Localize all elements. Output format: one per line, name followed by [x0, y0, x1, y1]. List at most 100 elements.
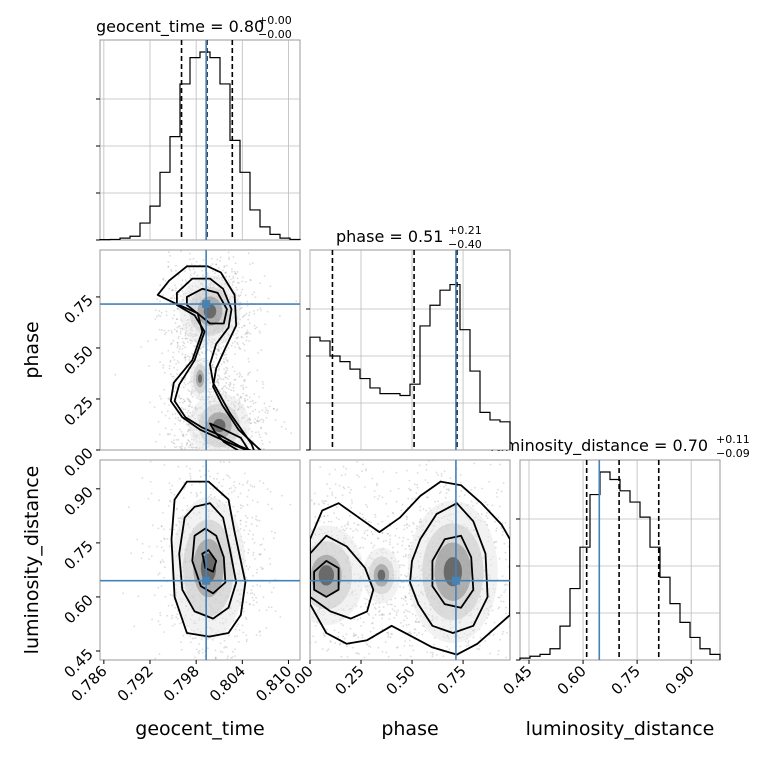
sample-point: [231, 457, 233, 459]
sample-point: [228, 452, 230, 454]
sample-point: [387, 532, 390, 535]
sample-point: [142, 551, 144, 554]
sample-point: [322, 501, 325, 504]
sample-point: [217, 369, 220, 372]
sample-point: [520, 698, 522, 700]
sample-point: [163, 631, 166, 633]
sample-point: [406, 603, 408, 605]
sample-point: [342, 486, 345, 489]
sample-point: [214, 656, 217, 659]
truth-marker: [202, 576, 211, 585]
sample-point: [429, 687, 431, 689]
sample-point: [215, 380, 218, 383]
sample-point: [515, 606, 517, 608]
sample-point: [173, 366, 176, 369]
sample-point: [304, 567, 306, 569]
sample-point: [185, 337, 188, 340]
sample-point: [270, 507, 273, 510]
sample-point: [346, 645, 348, 648]
xlabel-geocent-time: geocent_time: [135, 718, 264, 740]
sample-point: [185, 433, 188, 436]
sample-point: [308, 548, 310, 550]
sample-point: [243, 343, 246, 346]
sample-point: [301, 550, 303, 552]
svg-text:−0.00: −0.00: [258, 28, 292, 41]
sample-point: [249, 484, 252, 487]
sample-point: [179, 325, 181, 327]
sample-point: [331, 494, 334, 496]
sample-point: [225, 376, 228, 379]
sample-point: [260, 426, 262, 429]
sample-point: [182, 435, 185, 438]
sample-point: [174, 322, 177, 325]
sample-point: [237, 282, 239, 284]
sample-point: [470, 500, 473, 503]
sample-point: [269, 563, 272, 566]
sample-point: [173, 442, 176, 445]
sample-point: [361, 634, 364, 636]
sample-point: [162, 277, 165, 280]
sample-point: [184, 452, 186, 454]
sample-point: [180, 648, 183, 651]
sample-point: [289, 503, 292, 506]
sample-point: [172, 454, 174, 456]
sample-point: [391, 453, 393, 455]
sample-point: [183, 357, 186, 359]
sample-point: [210, 264, 212, 267]
sample-point: [175, 329, 178, 332]
sample-point: [391, 457, 393, 459]
sample-point: [189, 405, 192, 408]
sample-point: [183, 342, 186, 345]
sample-point: [404, 640, 407, 643]
sample-point: [191, 247, 193, 249]
sample-point: [242, 610, 245, 613]
sample-point: [411, 604, 413, 607]
sample-point: [306, 598, 308, 600]
svg-text:geocent_time = 0.80: geocent_time = 0.80: [96, 17, 264, 37]
sample-point: [193, 637, 195, 640]
sample-point: [234, 450, 236, 452]
sample-point: [242, 607, 245, 610]
sample-point: [381, 532, 384, 534]
sample-point: [425, 742, 427, 744]
sample-point: [365, 503, 367, 506]
sample-point: [195, 492, 198, 495]
sample-point: [262, 383, 265, 385]
sample-point: [244, 314, 246, 317]
sample-point: [483, 659, 485, 660]
sample-point: [413, 523, 415, 525]
sample-point: [389, 541, 391, 544]
sample-point: [162, 366, 165, 369]
sample-point: [166, 410, 169, 413]
svg-text:−0.09: −0.09: [716, 447, 750, 460]
sample-point: [270, 591, 273, 594]
sample-point: [280, 494, 283, 497]
sample-point: [171, 617, 173, 620]
sample-point: [210, 352, 213, 355]
sample-point: [236, 337, 238, 340]
sample-point: [262, 596, 265, 599]
sample-point: [230, 457, 232, 459]
sample-point: [210, 388, 213, 391]
sample-point: [194, 456, 196, 458]
sample-point: [272, 407, 275, 410]
sample-point: [188, 390, 191, 393]
sample-point: [239, 523, 242, 526]
sample-point: [219, 452, 221, 454]
sample-point: [467, 644, 470, 646]
sample-point: [173, 493, 176, 496]
sample-point: [159, 300, 162, 303]
sample-point: [191, 452, 193, 454]
sample-point: [149, 460, 152, 463]
sample-point: [244, 400, 246, 403]
sample-point: [257, 416, 260, 419]
sample-point: [259, 634, 262, 637]
sample-point: [226, 369, 229, 372]
sample-point: [301, 630, 303, 632]
sample-point: [323, 502, 326, 505]
sample-point: [416, 682, 418, 684]
sample-point: [342, 528, 344, 531]
sample-point: [252, 451, 254, 453]
sample-point: [467, 641, 469, 644]
sample-point: [419, 509, 422, 512]
